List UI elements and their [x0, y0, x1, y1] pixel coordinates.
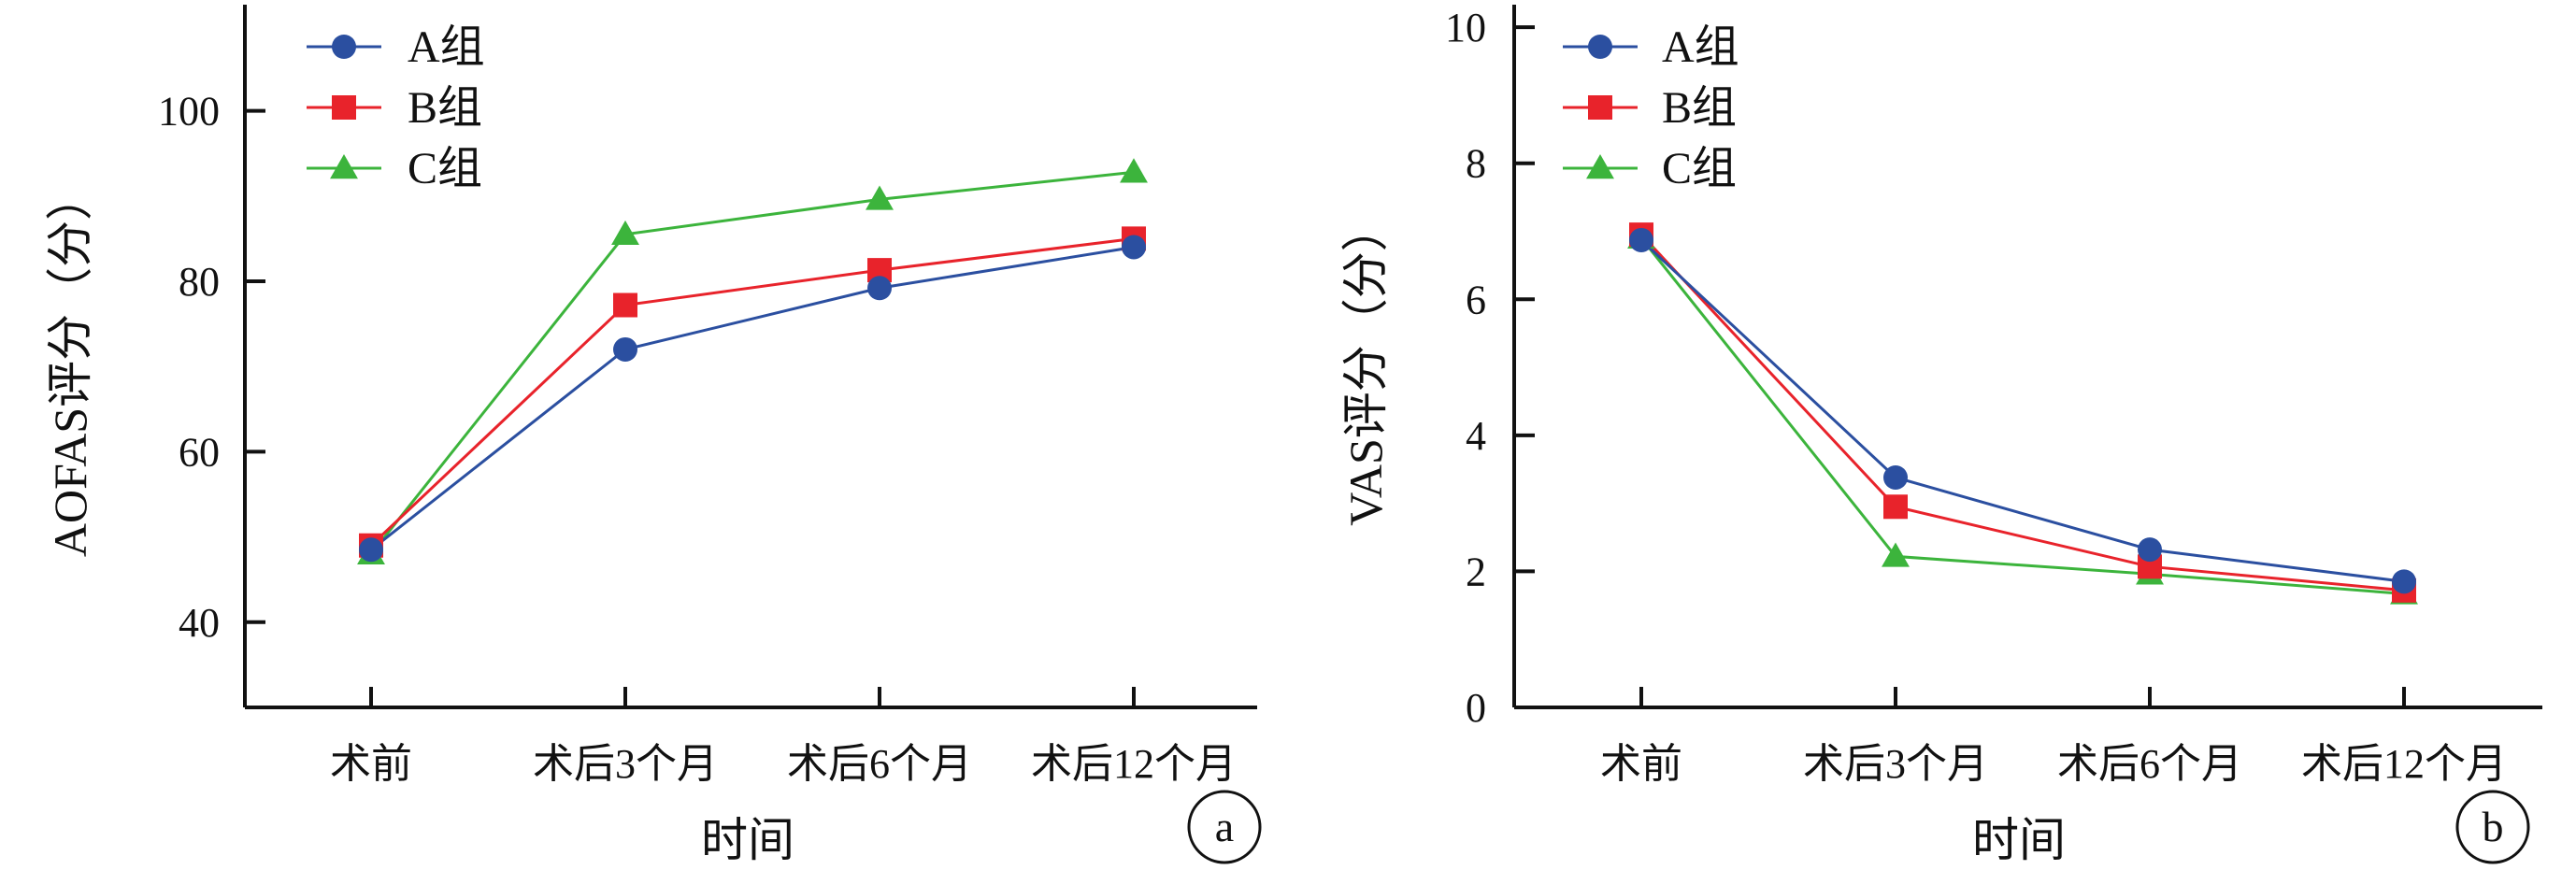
series-line: [369, 236, 1135, 547]
x-tick-label: 术后12个月: [1031, 741, 1237, 787]
data-point: [867, 276, 892, 301]
data-point: [1122, 235, 1146, 260]
x-axis-title: 时间: [701, 814, 794, 866]
y-tick-label: 100: [158, 89, 220, 135]
y-tick-label: 80: [179, 259, 220, 305]
y-axis-title: VAS评分（分）: [1339, 205, 1392, 526]
x-tick-label: 术后3个月: [533, 741, 718, 787]
series-line: [1639, 234, 2405, 592]
data-point: [1120, 158, 1148, 183]
data-point: [611, 220, 639, 246]
x-tick-label: 术后6个月: [2057, 741, 2242, 787]
x-axis-title: 时间: [1972, 814, 2066, 866]
x-tick-label: 术前: [1600, 741, 1682, 787]
data-point: [613, 292, 637, 318]
data-point: [2392, 569, 2416, 594]
legend-label: A组: [1662, 22, 1739, 72]
y-tick-label: 8: [1466, 141, 1486, 187]
series-line: [370, 246, 1135, 551]
legend-marker: [330, 154, 358, 179]
data-point: [866, 185, 894, 210]
y-tick-label: 2: [1466, 549, 1486, 594]
legend-marker: [332, 95, 356, 120]
data-point: [1629, 227, 1653, 252]
legend-label: C组: [1662, 144, 1737, 193]
panel-label: b: [2483, 803, 2504, 850]
y-tick-label: 4: [1466, 413, 1486, 459]
y-tick-label: 60: [179, 429, 220, 475]
data-point: [1882, 542, 1910, 567]
series-line: [1639, 236, 2405, 595]
panel-label: a: [1215, 803, 1234, 850]
panel-label-circle: [2455, 790, 2530, 864]
data-point: [359, 537, 383, 563]
panel-label-circle: [1187, 790, 1262, 864]
series-line: [1639, 238, 2405, 583]
legend-label: B组: [1662, 83, 1737, 133]
y-axis-title: AOFAS评分（分）: [44, 174, 96, 557]
y-tick-label: 6: [1466, 277, 1486, 322]
x-tick-label: 术后6个月: [787, 741, 972, 787]
legend-marker: [1588, 35, 1612, 59]
data-point: [1883, 494, 1908, 520]
data-point: [613, 336, 637, 362]
data-point: [2138, 537, 2162, 563]
series-line: [369, 170, 1135, 555]
y-tick-label: 40: [179, 600, 220, 646]
legend-label: B组: [408, 83, 482, 133]
panel-a: 40 60 80 100 术前 术后3个月 术后6个月 术后12个月 AOFAS评分（分） 时间 a…: [44, 5, 1262, 866]
data-point: [1883, 464, 1908, 490]
x-tick-label: 术后12个月: [2301, 741, 2507, 787]
legend-marker: [1586, 154, 1614, 179]
legend-label: A组: [408, 22, 485, 72]
panel-b: 0 2 4 6 8 10 术前 术后3个月 术后6个月 术后12个月 VAS评分（分） 时间 b A组 B组…: [1339, 5, 2542, 866]
x-tick-label: 术前: [330, 741, 412, 787]
legend-label: C组: [408, 144, 482, 193]
legend-marker: [1588, 95, 1612, 120]
legend-marker: [332, 35, 356, 59]
y-tick-label: 10: [1445, 5, 1486, 50]
y-tick-label: 0: [1466, 685, 1486, 731]
x-tick-label: 术后3个月: [1803, 741, 1988, 787]
